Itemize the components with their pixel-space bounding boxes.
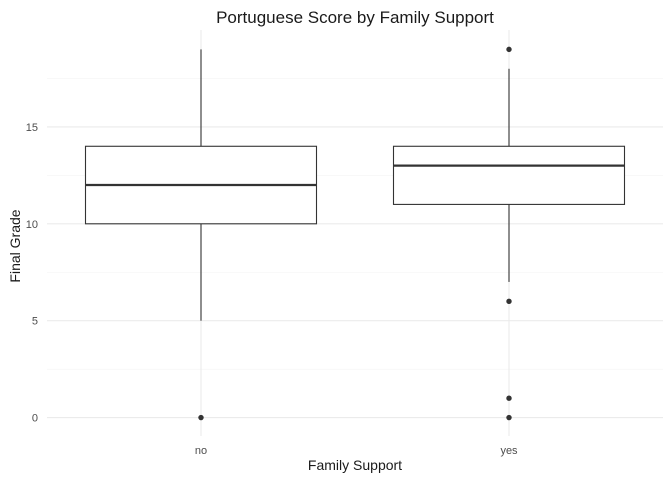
iqr-box <box>392 145 626 205</box>
y-tick-label: 15 <box>26 122 38 134</box>
tick-labels: 0 5 10 15 no yes <box>26 122 518 457</box>
chart-title: Portuguese Score by Family Support <box>216 8 494 27</box>
y-tick-label: 5 <box>32 316 38 328</box>
outlier-point <box>506 395 512 401</box>
boxplots <box>84 46 626 421</box>
x-tick-label: yes <box>500 445 518 457</box>
outlier-point <box>506 414 512 421</box>
y-tick-label: 0 <box>32 413 38 425</box>
x-tick-label: no <box>195 445 207 457</box>
x-axis-title: Family Support <box>308 457 402 473</box>
y-tick-label: 10 <box>26 219 38 231</box>
outlier-point <box>198 414 204 421</box>
grid <box>47 30 663 436</box>
outlier-point <box>506 298 512 305</box>
y-axis-title: Final Grade <box>7 209 23 282</box>
outlier-point <box>506 46 512 53</box>
